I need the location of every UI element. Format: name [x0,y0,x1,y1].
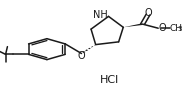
Text: O: O [77,51,85,61]
Text: 3: 3 [177,26,182,32]
Polygon shape [94,44,96,46]
Polygon shape [123,23,143,27]
Polygon shape [88,48,91,49]
Text: HCl: HCl [100,75,119,85]
Polygon shape [85,50,88,51]
Text: O: O [145,8,152,18]
Text: O: O [159,23,166,33]
Text: NH: NH [93,10,108,20]
Text: CH: CH [170,24,183,32]
Polygon shape [91,46,93,47]
Polygon shape [82,51,86,53]
